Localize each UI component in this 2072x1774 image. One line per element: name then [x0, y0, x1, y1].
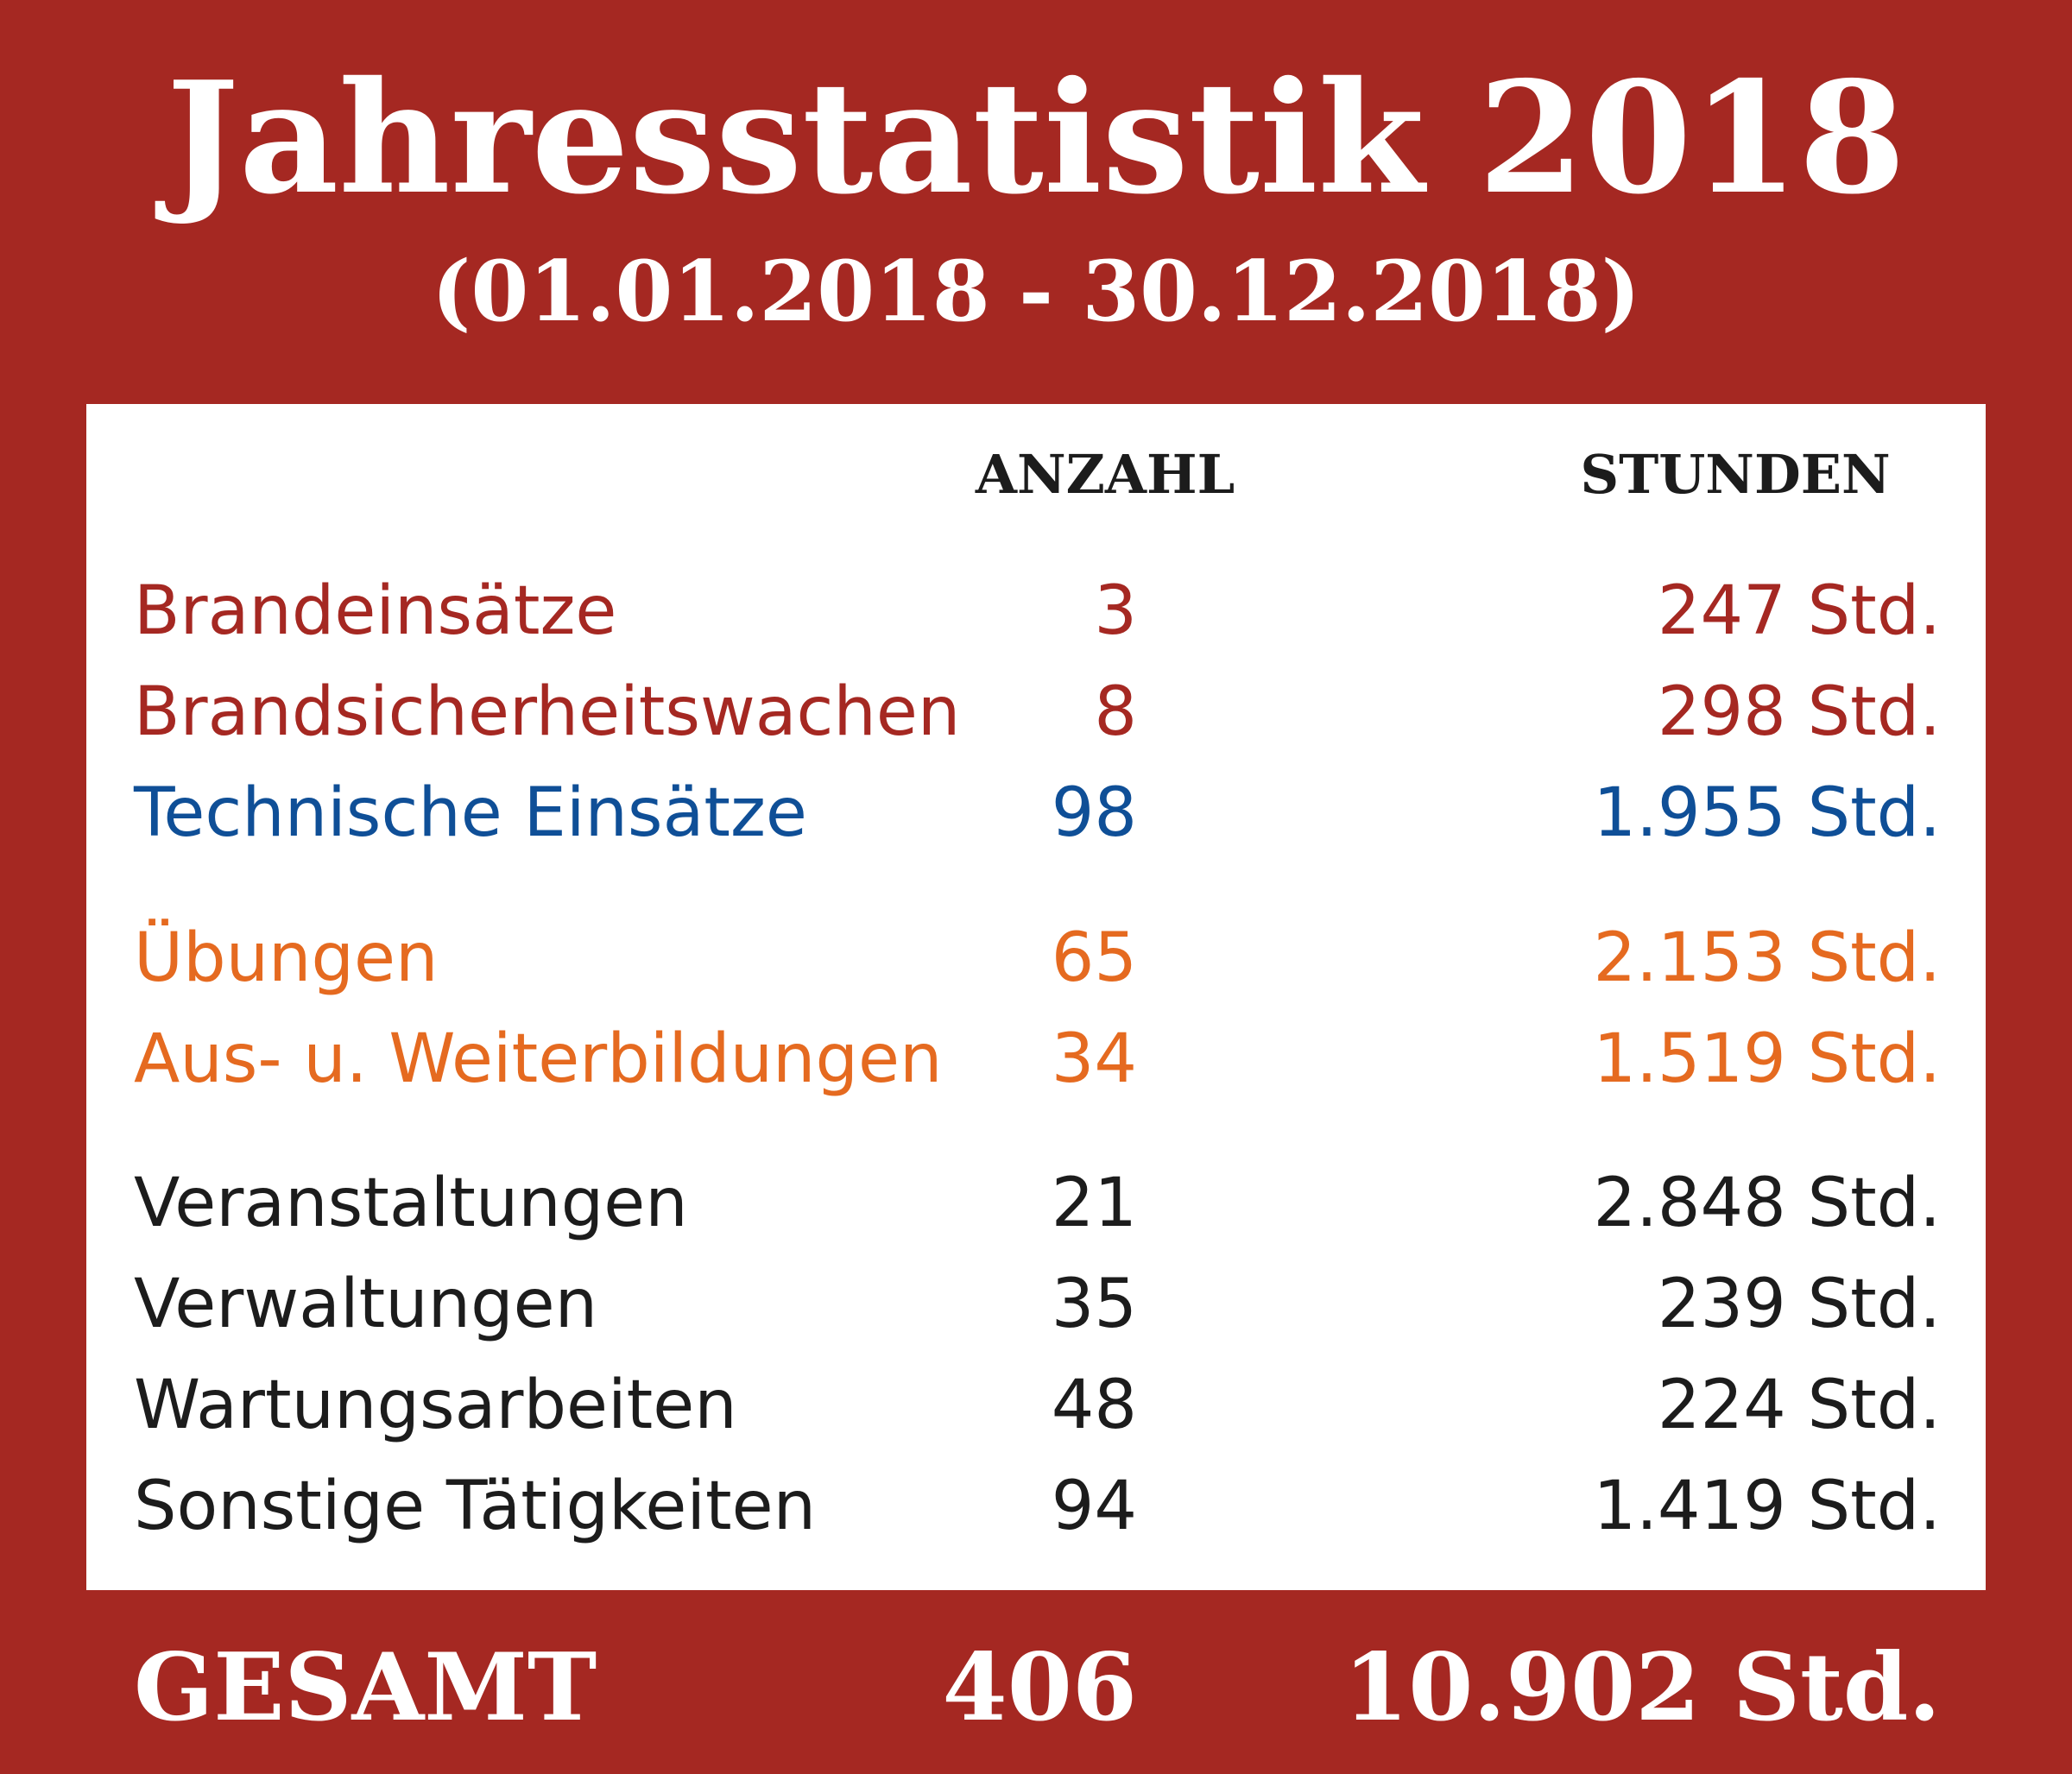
row-hours: 298 Std.: [1657, 673, 1941, 751]
row-label: Technische Einsätze: [134, 774, 807, 852]
row-label: Verwaltungen: [134, 1266, 598, 1343]
row-count: 3: [1094, 572, 1137, 650]
row-hours: 239 Std.: [1657, 1266, 1941, 1343]
row-hours: 224 Std.: [1657, 1367, 1941, 1444]
table-row: Wartungsarbeiten 48 224 Std.: [0, 1362, 2072, 1449]
row-hours: 1.955 Std.: [1593, 774, 1942, 852]
row-hours: 1.419 Std.: [1593, 1468, 1942, 1545]
row-count: 21: [1051, 1165, 1137, 1242]
row-count: 48: [1051, 1367, 1137, 1444]
table-row: Aus- u. Weiterbildungen 34 1.519 Std.: [0, 1016, 2072, 1102]
row-label: Wartungsarbeiten: [134, 1367, 737, 1444]
row-label: Übungen: [134, 919, 439, 997]
row-hours: 2.153 Std.: [1593, 919, 1942, 997]
row-label: Brandsicherheitswachen: [134, 673, 961, 751]
row-count: 8: [1094, 673, 1137, 751]
page-title: Jahresstatistik 2018: [166, 47, 1906, 228]
table-row: Übungen 65 2.153 Std.: [0, 915, 2072, 1001]
row-label: Veranstaltungen: [134, 1165, 688, 1242]
row-count: 65: [1051, 919, 1137, 997]
row-count: 35: [1051, 1266, 1137, 1343]
row-label: Sonstige Tätigkeiten: [134, 1468, 817, 1545]
row-count: 94: [1051, 1468, 1137, 1545]
date-range-subtitle: (01.01.2018 - 30.12.2018): [432, 243, 1640, 340]
row-hours: 2.848 Std.: [1593, 1165, 1942, 1242]
row-label: Brandeinsätze: [134, 572, 617, 650]
table-row: Verwaltungen 35 239 Std.: [0, 1261, 2072, 1348]
row-hours: 1.519 Std.: [1593, 1020, 1942, 1098]
table-row: Technische Einsätze 98 1.955 Std.: [0, 770, 2072, 856]
statistics-panel: [86, 404, 1986, 1590]
table-row: Veranstaltungen 21 2.848 Std.: [0, 1160, 2072, 1247]
total-row: GESAMT 406 10.902 Std.: [0, 1632, 2072, 1744]
column-header-anzahl: ANZAHL: [975, 443, 1235, 506]
total-label: GESAMT: [134, 1633, 597, 1742]
table-row: Brandeinsätze 3 247 Std.: [0, 568, 2072, 654]
row-hours: 247 Std.: [1657, 572, 1941, 650]
table-row: Sonstige Tätigkeiten 94 1.419 Std.: [0, 1463, 2072, 1550]
row-count: 98: [1051, 774, 1137, 852]
column-header-stunden: STUNDEN: [1580, 443, 1891, 506]
total-hours: 10.902 Std.: [1343, 1633, 1941, 1742]
row-label: Aus- u. Weiterbildungen: [134, 1020, 943, 1098]
row-count: 34: [1051, 1020, 1137, 1098]
table-row: Brandsicherheitswachen 8 298 Std.: [0, 669, 2072, 755]
total-count: 406: [942, 1633, 1137, 1742]
